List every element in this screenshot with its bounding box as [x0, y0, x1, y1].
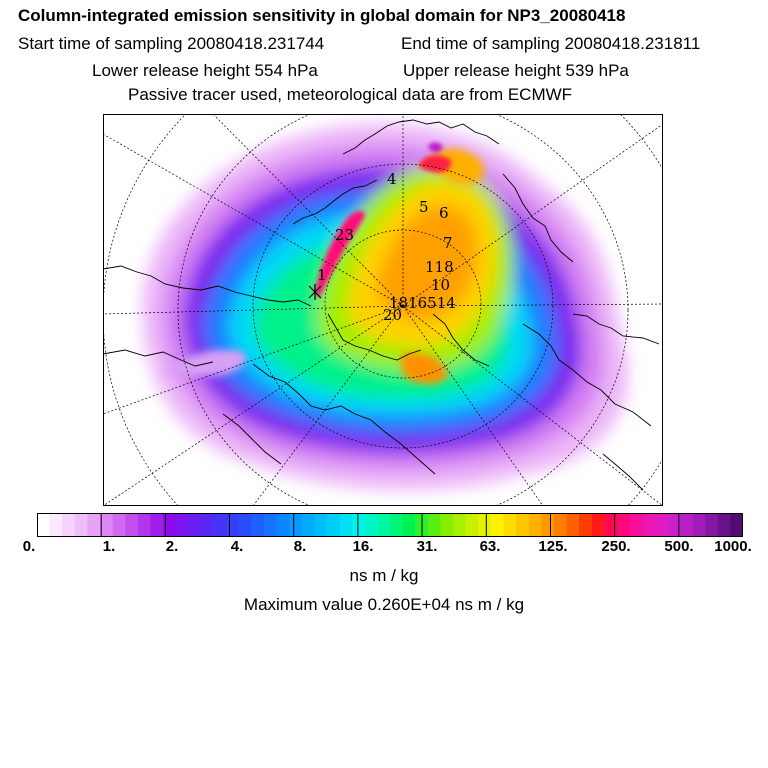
upper-height-text: Upper release height 539 hPa — [403, 61, 629, 80]
colorbar-cell — [314, 513, 328, 537]
colorbar-cell — [591, 513, 605, 537]
colorbar-cell — [276, 513, 290, 537]
colorbar-tick-8: 125. — [538, 538, 568, 555]
colorbar-cell — [125, 513, 139, 537]
colorbar-cell — [87, 513, 101, 537]
colorbar-cell — [503, 513, 517, 537]
colorbar-tick-6: 31. — [416, 538, 438, 555]
release-marker — [308, 284, 322, 300]
colorbar-tick-4: 8. — [293, 538, 307, 555]
colorbar-cell — [440, 513, 454, 537]
colorbar-tick-1: 1. — [102, 538, 116, 555]
sensitivity-field — [103, 114, 663, 506]
colorbar-cell — [163, 513, 177, 537]
colorbar-cell — [730, 513, 743, 537]
map-label-23: 23 — [335, 226, 354, 244]
polar-map: 1 23 4 5 6 7 118 10 1816514 20 — [103, 114, 663, 506]
map-label-4: 4 — [387, 170, 397, 188]
colorbar-tick-0: 0. — [22, 538, 36, 555]
colorbar-cell — [427, 513, 442, 537]
start-time-text: Start time of sampling 20080418.231744 — [18, 34, 325, 53]
chart-title: Column-integrated emission sensitivity i… — [18, 6, 626, 25]
colorbar-tick-9: 250. — [601, 538, 631, 555]
colorbar-cell — [200, 513, 215, 537]
map-label-cluster: 1816514 — [389, 294, 456, 312]
lower-height-text: Lower release height 554 hPa — [92, 61, 318, 80]
map-label-20: 20 — [383, 306, 402, 324]
colorbar-cell — [667, 513, 681, 537]
colorbar-cell — [188, 513, 202, 537]
colorbar-cell — [390, 513, 404, 537]
map-label-118: 118 — [425, 258, 454, 276]
colorbar-cell — [62, 513, 76, 537]
colorbar-cell — [692, 513, 706, 537]
colorbar-tick-2: 2. — [165, 538, 179, 555]
end-time-text: End time of sampling 20080418.231811 — [401, 34, 701, 53]
colorbar-cell — [402, 513, 416, 537]
colorbar-cell — [37, 513, 51, 537]
colorbar-cell — [100, 513, 114, 537]
colorbar-cell — [465, 513, 479, 537]
colorbar-cell — [453, 513, 467, 537]
colorbar-cell — [642, 513, 656, 537]
colorbar-tick-7: 63. — [479, 538, 501, 555]
colorbar-cell — [566, 513, 580, 537]
map-label-7: 7 — [443, 234, 453, 252]
colorbar-cell — [289, 513, 303, 537]
colorbar-cell — [238, 513, 252, 537]
map-frame — [103, 114, 663, 506]
colorbar-cell — [490, 513, 505, 537]
maximum-value: Maximum value 0.260E+04 ns m / kg — [243, 595, 525, 614]
map-label-10: 10 — [431, 276, 450, 294]
colorbar-cell — [604, 513, 618, 537]
colorbar-cell — [705, 513, 719, 537]
colorbar-units: ns m / kg — [349, 566, 419, 585]
colorbar-cell — [553, 513, 568, 537]
colorbar-cell — [478, 513, 492, 537]
colorbar-cell — [150, 513, 164, 537]
colorbar-cell — [541, 513, 555, 537]
colorbar-cell — [528, 513, 542, 537]
colorbar-cell — [352, 513, 366, 537]
colorbar-tick-5: 16. — [352, 538, 374, 555]
tracer-info-text: Passive tracer used, meteorological data… — [128, 85, 573, 104]
colorbar-cell — [301, 513, 315, 537]
colorbar-cell — [364, 513, 378, 537]
map-label-1: 1 — [317, 266, 327, 284]
colorbar-cell — [629, 513, 643, 537]
graticule — [103, 114, 663, 506]
coastlines — [103, 119, 660, 491]
colorbar-cell — [377, 513, 391, 537]
colorbar-cell — [616, 513, 631, 537]
colorbar-cell — [112, 513, 126, 537]
colorbar-cell — [251, 513, 265, 537]
colorbar-cell — [516, 513, 530, 537]
colorbar — [37, 513, 743, 537]
colorbar-cell — [226, 513, 240, 537]
colorbar-cell — [679, 513, 694, 537]
colorbar-cell — [579, 513, 593, 537]
colorbar-tick-10: 500. — [664, 538, 694, 555]
colorbar-cell — [654, 513, 668, 537]
colorbar-tick-11: 1000. — [714, 538, 752, 555]
colorbar-cell — [263, 513, 278, 537]
colorbar-cell — [175, 513, 189, 537]
colorbar-cell — [74, 513, 89, 537]
colorbar-cell — [326, 513, 341, 537]
colorbar-cell — [137, 513, 152, 537]
map-label-6: 6 — [439, 204, 449, 222]
colorbar-cell — [49, 513, 63, 537]
colorbar-tick-3: 4. — [230, 538, 244, 555]
colorbar-cell — [717, 513, 731, 537]
map-label-5: 5 — [419, 198, 429, 216]
colorbar-cell — [339, 513, 353, 537]
colorbar-cell — [213, 513, 227, 537]
